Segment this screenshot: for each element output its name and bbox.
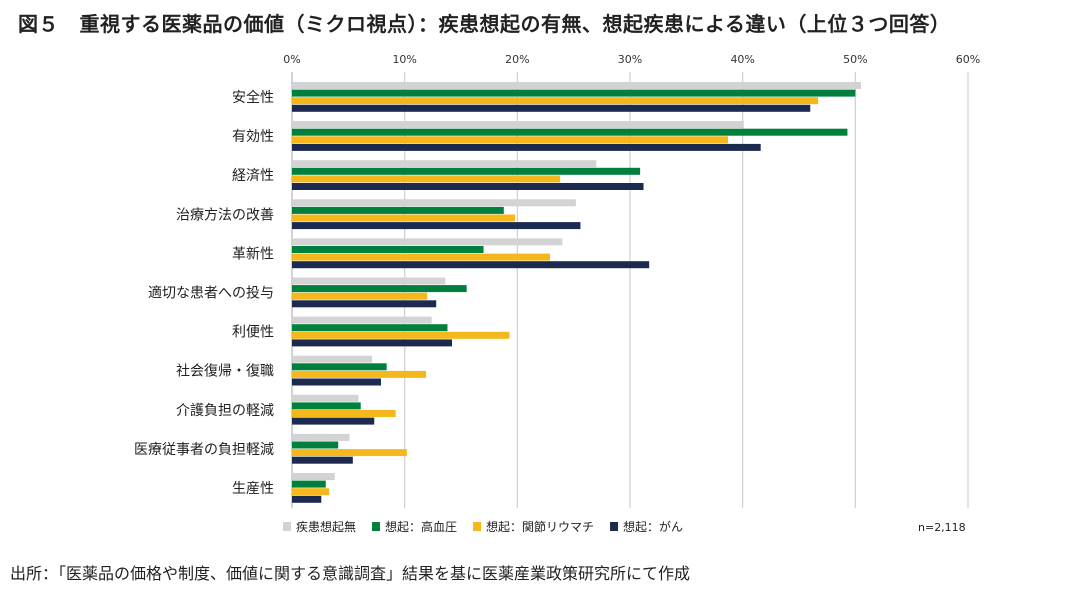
category-label: 安全性 — [232, 89, 274, 106]
bar-0 — [292, 316, 432, 324]
bar-3 — [292, 183, 644, 190]
category-label: 有効性 — [232, 129, 274, 145]
legend-swatch — [473, 522, 482, 531]
bar-1 — [292, 324, 448, 332]
bar-3 — [292, 261, 650, 269]
legend-label: 想起：関節リウマチ — [486, 519, 594, 534]
bar-3 — [292, 378, 382, 386]
bar-0 — [292, 82, 861, 89]
bar-2 — [292, 331, 510, 339]
bar-2 — [292, 175, 561, 183]
category-label: 適切な患者への投与 — [148, 285, 274, 302]
x-tick-label: 0% — [283, 53, 300, 66]
bar-2 — [292, 97, 819, 105]
bar-2 — [292, 449, 407, 457]
bar-0 — [292, 394, 359, 402]
legend-label: 想起：がん — [623, 519, 683, 534]
bar-0 — [292, 355, 372, 363]
bar-3 — [292, 339, 452, 347]
bar-3 — [292, 300, 437, 308]
chart-title: 図５ 重視する医薬品の価値（ミクロ視点）：疾患想起の有無、想起疾患による違い（上… — [18, 12, 951, 36]
category-label: 介護負担の軽減 — [176, 402, 274, 419]
bar-2 — [292, 253, 551, 261]
bar-0 — [292, 160, 597, 168]
bar-2 — [292, 136, 729, 144]
bar-3 — [292, 495, 322, 503]
legend-swatch — [283, 522, 291, 531]
legend-swatch — [610, 522, 619, 531]
bar-2 — [292, 370, 427, 378]
bar-2 — [292, 410, 396, 417]
bar-2 — [292, 488, 330, 496]
x-tick-label: 20% — [505, 53, 529, 66]
x-tick-label: 10% — [392, 53, 416, 66]
bar-1 — [292, 167, 641, 175]
bar-3 — [292, 456, 353, 464]
category-label: 社会復帰・復職 — [176, 363, 274, 380]
bar-1 — [292, 285, 467, 293]
bar-1 — [292, 402, 361, 410]
category-label: 利便性 — [232, 325, 274, 341]
x-tick-label: 60% — [956, 53, 980, 66]
x-tick-label: 50% — [843, 53, 867, 66]
bar-2 — [292, 214, 516, 222]
x-tick-label: 40% — [730, 53, 754, 66]
legend-label: 想起：高血圧 — [385, 519, 457, 534]
legend-label: 疾患想起無 — [296, 519, 356, 534]
bar-1 — [292, 246, 484, 253]
category-label: 経済性 — [232, 168, 274, 184]
sample-size-note: n=2,118 — [918, 521, 966, 534]
bar-2 — [292, 292, 428, 300]
bar-1 — [292, 206, 504, 214]
bar-3 — [292, 143, 761, 151]
bar-0 — [292, 121, 744, 129]
bar-3 — [292, 222, 581, 230]
category-label: 生産性 — [232, 481, 274, 497]
x-tick-label: 30% — [618, 53, 642, 66]
bar-1 — [292, 441, 339, 449]
bar-0 — [292, 473, 335, 480]
bar-0 — [292, 199, 576, 207]
bar-1 — [292, 128, 848, 136]
bar-3 — [292, 104, 811, 112]
bar-1 — [292, 480, 326, 488]
category-label: 医療従事者の負担軽減 — [134, 441, 274, 458]
bar-0 — [292, 277, 446, 285]
source-note: 出所：「医薬品の価格や制度、価値に関する意識調査」結果を基に医薬産業政策研究所に… — [10, 564, 691, 583]
bar-1 — [292, 363, 387, 371]
bar-0 — [292, 433, 350, 441]
bar-3 — [292, 417, 375, 425]
bar-1 — [292, 89, 856, 97]
category-label: 革新性 — [232, 246, 274, 262]
category-label: 治療方法の改善 — [176, 206, 274, 223]
bar-0 — [292, 238, 563, 246]
legend-swatch — [372, 522, 381, 531]
